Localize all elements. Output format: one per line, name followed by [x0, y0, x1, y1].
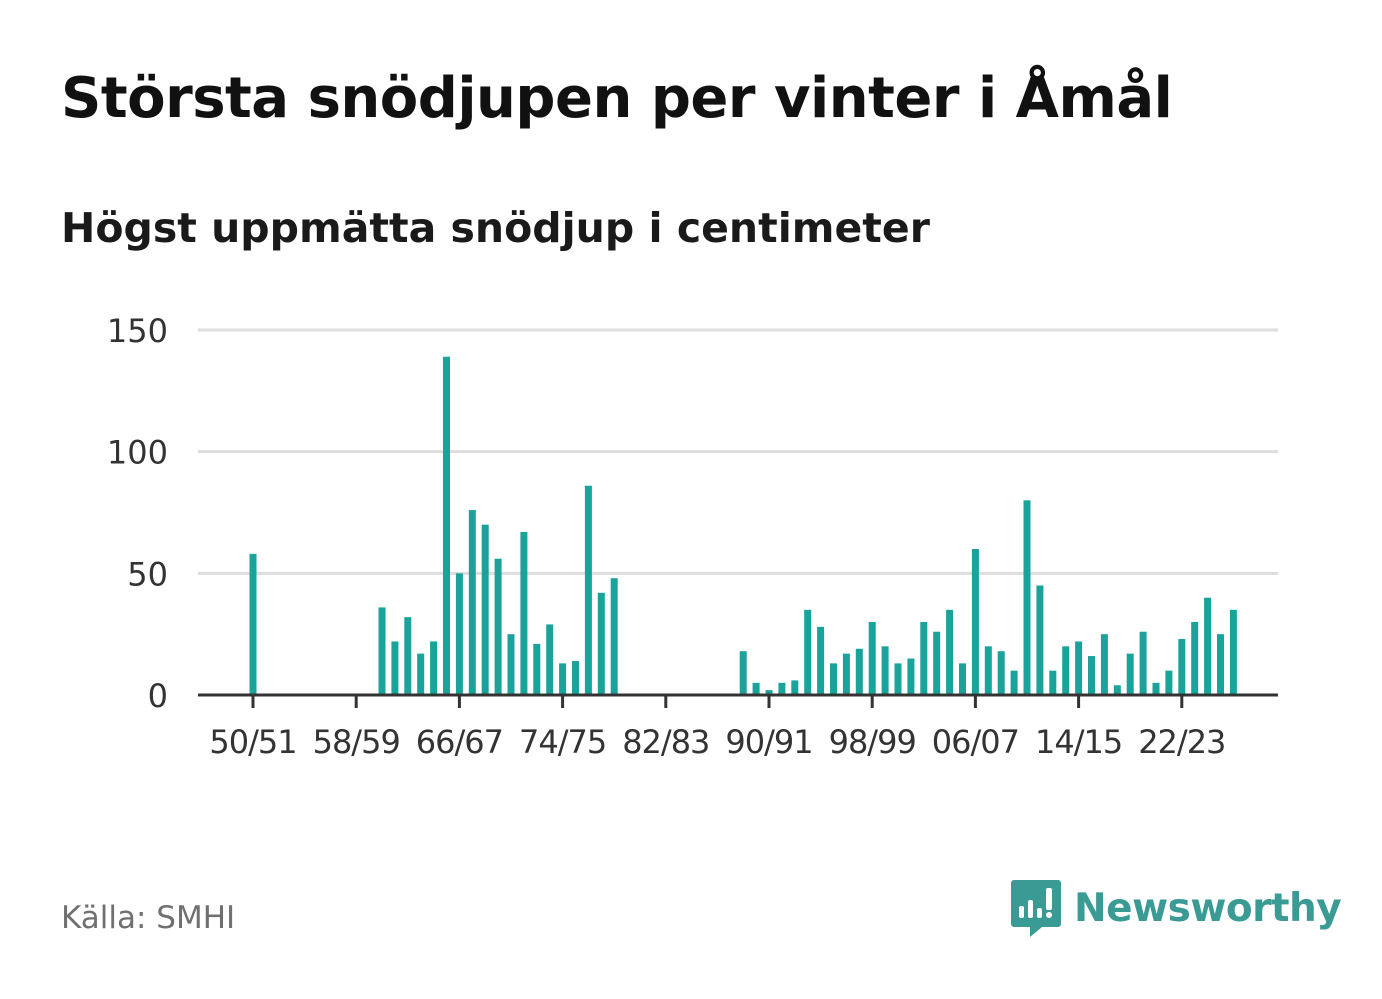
x-tick-label: 22/23 [1138, 723, 1225, 761]
bar [494, 558, 502, 695]
bar [1204, 597, 1212, 695]
bar [481, 524, 489, 695]
x-tick-label: 50/51 [209, 723, 296, 761]
bar [907, 658, 915, 695]
bar [1178, 639, 1186, 695]
bar [1100, 634, 1108, 695]
bar [378, 607, 386, 695]
bar [855, 648, 863, 695]
bar [984, 646, 992, 695]
brand-logo[interactable]: Newsworthy [1010, 878, 1342, 938]
bar [572, 660, 579, 695]
bar [468, 510, 476, 695]
bars [249, 356, 1237, 695]
bar [739, 651, 747, 695]
bar [1191, 622, 1199, 695]
bar [443, 356, 450, 695]
chart-title: Största snödjupen per vinter i Åmål [61, 66, 1173, 131]
bar [1113, 685, 1121, 695]
x-tick-label: 98/99 [829, 723, 916, 761]
bar [752, 682, 760, 695]
bar [868, 622, 876, 695]
x-tick-label: 82/83 [622, 723, 709, 761]
bar [1126, 653, 1134, 695]
bar [417, 653, 425, 695]
bar [1049, 670, 1057, 695]
bar [1023, 500, 1031, 695]
bar [881, 646, 889, 695]
bar [971, 549, 979, 695]
bar [430, 641, 438, 695]
bar [920, 622, 928, 695]
bar [546, 624, 554, 695]
bar-chart: 0 50 100 150 50/51 58/59 66/67 74/75 82/83 90/91 9… [107, 312, 1278, 761]
bar [1165, 670, 1173, 695]
bar [597, 592, 605, 695]
x-tick-label: 66/67 [416, 723, 503, 761]
bar [520, 531, 528, 695]
bar [778, 682, 786, 695]
x-tick-label: 90/91 [725, 723, 812, 761]
bar [997, 651, 1005, 695]
bar [1010, 670, 1018, 695]
x-tick-label: 74/75 [519, 723, 606, 761]
grid-lines [198, 328, 1278, 575]
bar [1036, 585, 1044, 695]
axes: 0 50 100 150 50/51 58/59 66/67 74/75 82/83 90/91 9… [107, 312, 1278, 761]
bar [933, 631, 941, 695]
x-tick-label: 06/07 [932, 723, 1019, 761]
x-tick-label: 14/15 [1035, 723, 1122, 761]
y-tick-label: 0 [148, 677, 168, 715]
bar [610, 578, 618, 695]
bar [804, 609, 812, 695]
bar [842, 653, 850, 695]
y-tick-label: 150 [107, 312, 168, 350]
x-tick-label: 58/59 [313, 723, 400, 761]
bar [1139, 631, 1147, 695]
bar [791, 680, 799, 695]
bar [584, 485, 592, 695]
source-label: Källa: SMHI [61, 900, 236, 936]
bar [959, 663, 966, 695]
y-tick-label: 100 [107, 434, 168, 472]
bar [507, 634, 515, 695]
bar [830, 663, 837, 695]
brand-name: Newsworthy [1074, 885, 1342, 931]
y-tick-label: 50 [127, 555, 168, 593]
chart-subtitle: Högst uppmätta snödjup i centimeter [61, 204, 930, 252]
bar [1229, 609, 1237, 695]
bar [249, 553, 257, 695]
bar [1217, 634, 1224, 695]
bar [559, 663, 567, 695]
bar [1088, 656, 1095, 695]
bar [894, 663, 902, 695]
bar [404, 617, 412, 695]
bar [817, 626, 825, 695]
bar [1062, 646, 1070, 695]
newsworthy-logo-icon [1011, 880, 1061, 937]
bar [1075, 641, 1083, 695]
bar [1152, 682, 1160, 695]
bar [455, 573, 463, 695]
bar [765, 690, 773, 695]
bar [391, 641, 399, 695]
bar [946, 609, 954, 695]
bar [533, 643, 541, 695]
